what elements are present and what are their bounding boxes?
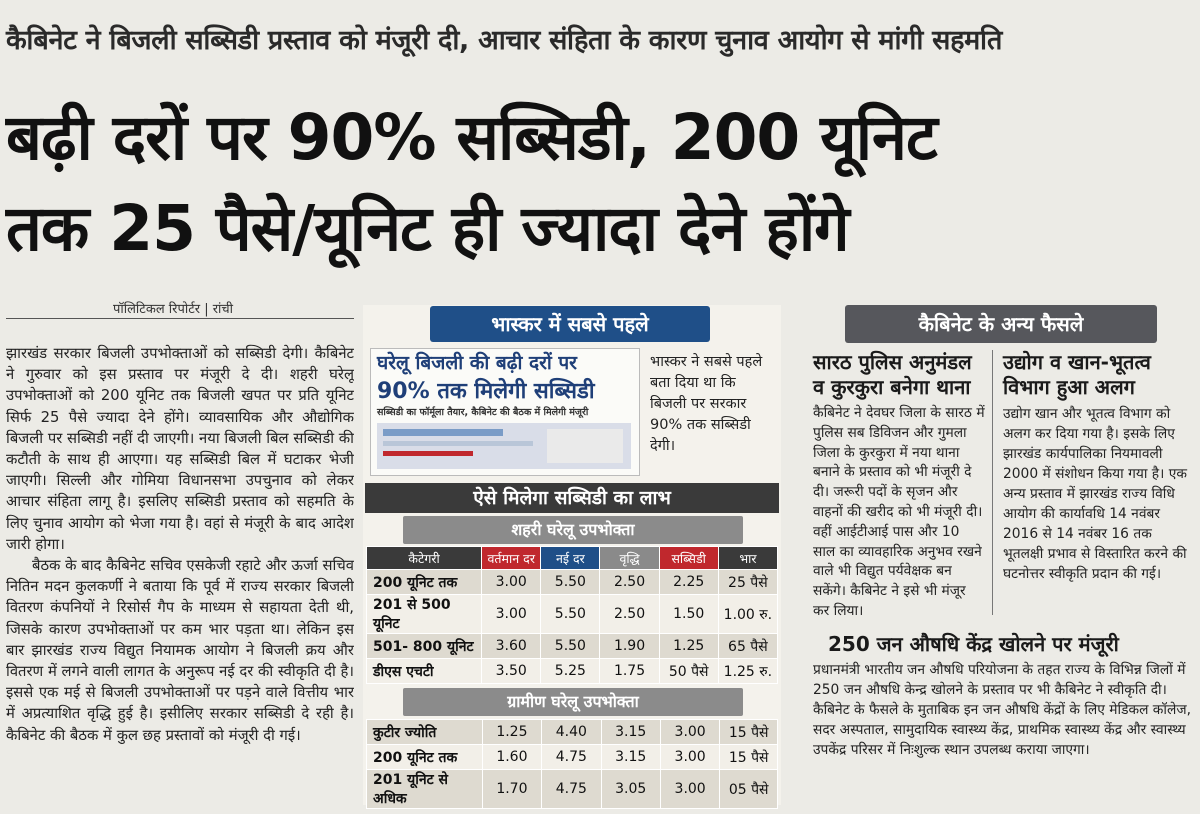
- kicker-headline: कैबिनेट ने बिजली सब्सिडी प्रस्ताव को मंज…: [6, 25, 1003, 56]
- value-cell: 3.15: [600, 744, 661, 770]
- rural-consumer-label: ग्रामीण घरेलू उपभोक्ता: [403, 688, 743, 716]
- value-cell: 3.00: [481, 594, 542, 634]
- value-cell: 4.40: [541, 719, 602, 745]
- table-header-row: कैटेगरी वर्तमान दर नई दर वृद्धि सब्सिडी भार: [365, 546, 779, 570]
- urban-subsidy-table: कैटेगरी वर्तमान दर नई दर वृद्धि सब्सिडी भार 2…: [365, 546, 779, 684]
- section-title-industry: उद्योग व खान-भूतत्व विभाग हुआ अलग: [1003, 350, 1151, 399]
- column-header: नई दर: [540, 546, 601, 570]
- bhaskar-side-note: भास्कर ने सबसे पहले बता दिया था कि बिजली…: [650, 354, 763, 454]
- value-cell: 4.75: [541, 769, 602, 809]
- bhaskar-header: भास्कर में सबसे पहले: [430, 306, 710, 342]
- value-cell: 1.90: [599, 633, 660, 659]
- value-cell: 3.60: [481, 633, 542, 659]
- value-cell: 1.75: [599, 658, 660, 684]
- rural-subsidy-table: कुटीर ज्योति 1.25 4.40 3.15 3.00 15 पैसे 200 य…: [366, 719, 778, 809]
- clip-headline-2: 90% तक मिलेगी सब्सिडी: [377, 379, 595, 404]
- urban-consumer-label: शहरी घरेलू उपभोक्ता: [403, 516, 743, 544]
- value-cell: 5.50: [540, 633, 601, 659]
- clip-subhead: सब्सिडी का फॉर्मूला तैयार, कैबिनेट की बै…: [377, 407, 589, 418]
- value-cell: 2.50: [599, 594, 660, 634]
- category-cell: डीएस एचटी: [365, 658, 483, 684]
- section-text-police: कैबिनेट ने देवघर जिला के सारठ में पुलिस …: [813, 405, 985, 619]
- value-cell: 65 पैसे: [717, 633, 779, 659]
- column-header: सब्सिडी: [658, 546, 719, 570]
- value-cell: 3.00: [659, 769, 721, 809]
- table-row: कुटीर ज्योति 1.25 4.40 3.15 3.00 15 पैसे: [366, 719, 778, 745]
- value-cell: 5.25: [540, 658, 601, 684]
- column-divider: [992, 350, 993, 615]
- value-cell: 3.00: [481, 569, 542, 595]
- value-cell: 25 पैसे: [717, 569, 779, 595]
- value-cell: 2.50: [599, 569, 660, 595]
- main-story-para-1: झारखंड सरकार बिजली उपभोक्ताओं को सब्सिडी…: [6, 345, 354, 553]
- value-cell: 1.70: [481, 769, 543, 809]
- table-row: 501- 800 यूनिट 3.60 5.50 1.90 1.25 65 पैसे: [365, 633, 779, 659]
- table-row: 201 यूनिट से अधिक 1.70 4.75 3.05 3.00 05 पैसे: [366, 769, 778, 809]
- section-title-police: सारठ पुलिस अनुमंडल व कुरकुरा बनेगा थाना: [813, 350, 972, 399]
- category-cell: 201 से 500 यूनिट: [365, 594, 483, 634]
- category-cell: 201 यूनिट से अधिक: [366, 769, 483, 809]
- section-title-medicine: 250 जन औषधि केंद्र खोलने पर मंजूरी: [828, 632, 1119, 656]
- byline-rule: [6, 318, 354, 319]
- value-cell: 3.15: [600, 719, 661, 745]
- value-cell: 05 पैसे: [719, 769, 778, 809]
- table-row: 200 यूनिट तक 3.00 5.50 2.50 2.25 25 पैसे: [365, 569, 779, 595]
- table-row: 200 यूनिट तक 1.60 4.75 3.15 3.00 15 पैसे: [366, 744, 778, 770]
- table-row: 201 से 500 यूनिट 3.00 5.50 2.50 1.50 1.00 रु.: [365, 594, 779, 634]
- headline-line-2: तक 25 पैसे/यूनिट ही ज्यादा देने होंगे: [6, 192, 850, 265]
- value-cell: 3.50: [481, 658, 542, 684]
- value-cell: 1.50: [658, 594, 719, 634]
- section-text-medicine: प्रधानमंत्री भारतीय जन औषधि परियोजना के …: [813, 662, 1191, 758]
- clip-thumbnail-image: [377, 423, 631, 469]
- value-cell: 1.00 रु.: [717, 594, 779, 634]
- table-row: डीएस एचटी 3.50 5.25 1.75 50 पैसे 1.25 रु.: [365, 658, 779, 684]
- column-header: वृद्धि: [599, 546, 660, 570]
- value-cell: 1.25: [481, 719, 543, 745]
- section-text-industry: उद्योग खान और भूतत्व विभाग को अलग कर दिय…: [1003, 406, 1187, 582]
- column-header: वर्तमान दर: [481, 546, 542, 570]
- value-cell: 15 पैसे: [719, 744, 778, 770]
- value-cell: 50 पैसे: [658, 658, 719, 684]
- value-cell: 3.00: [659, 719, 721, 745]
- value-cell: 4.75: [541, 744, 602, 770]
- category-cell: 501- 800 यूनिट: [365, 633, 483, 659]
- column-header: भार: [717, 546, 779, 570]
- clip-headline-1: घरेलू बिजली की बढ़ी दरों पर: [377, 352, 577, 374]
- byline: पॉलिटिकल रिपोर्टर | रांची: [113, 302, 234, 317]
- value-cell: 1.25 रु.: [717, 658, 779, 684]
- column-header: कैटेगरी: [365, 546, 483, 570]
- main-story: झारखंड सरकार बिजली उपभोक्ताओं को सब्सिडी…: [6, 343, 354, 788]
- value-cell: 5.50: [540, 569, 601, 595]
- value-cell: 3.05: [600, 769, 661, 809]
- category-cell: 200 यूनिट तक: [366, 744, 483, 770]
- main-story-para-2: बैठक के बाद कैबिनेट सचिव एसकेजी रहाटे और…: [6, 557, 354, 744]
- cabinet-decisions-header: कैबिनेट के अन्य फैसले: [845, 305, 1157, 343]
- value-cell: 2.25: [658, 569, 719, 595]
- value-cell: 1.25: [658, 633, 719, 659]
- benefit-table-title: ऐसे मिलेगा सब्सिडी का लाभ: [365, 483, 779, 513]
- category-cell: 200 यूनिट तक: [365, 569, 483, 595]
- value-cell: 1.60: [481, 744, 543, 770]
- headline-line-1: बढ़ी दरों पर 90% सब्सिडी, 200 यूनिट: [6, 101, 938, 174]
- value-cell: 15 पैसे: [719, 719, 778, 745]
- news-clipping: घरेलू बिजली की बढ़ी दरों पर 90% तक मिलेग…: [370, 348, 640, 476]
- category-cell: कुटीर ज्योति: [366, 719, 483, 745]
- value-cell: 3.00: [659, 744, 721, 770]
- value-cell: 5.50: [540, 594, 601, 634]
